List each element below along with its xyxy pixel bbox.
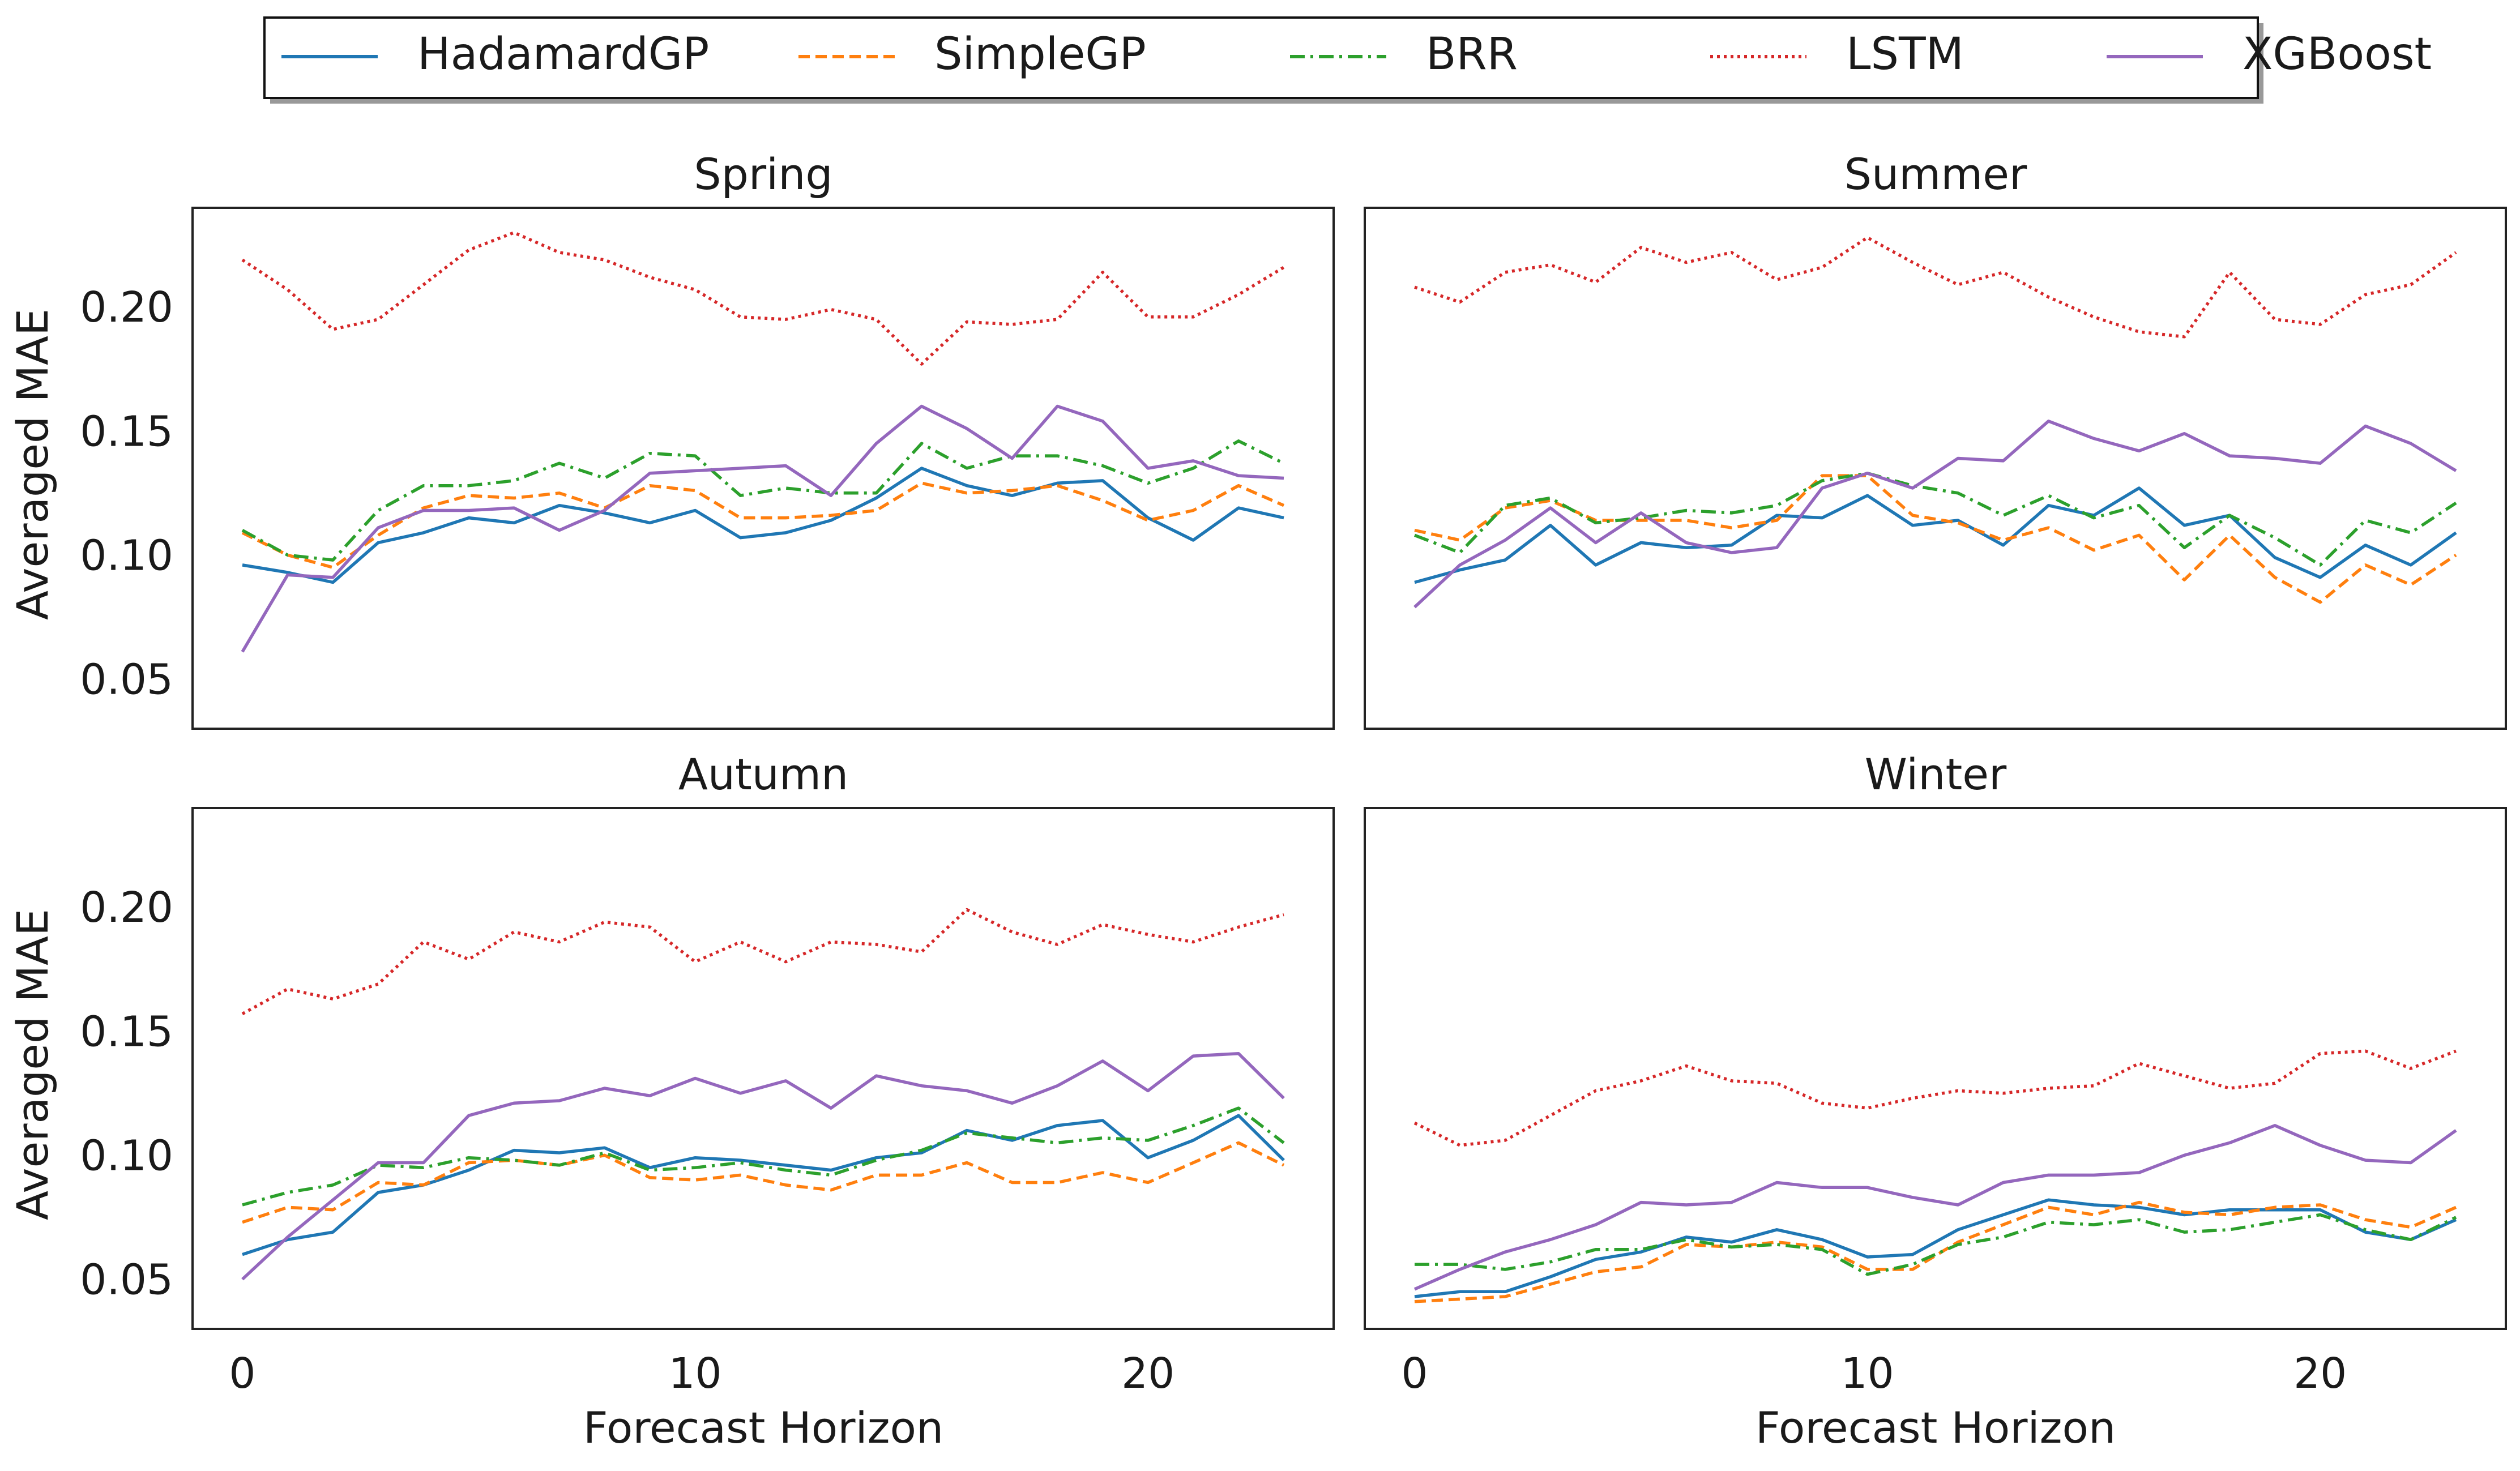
legend-label-simplegp: SimpleGP [934, 29, 1146, 80]
series-line-lstm [241, 908, 1284, 1016]
y-tick-label: 0.10 [80, 531, 173, 580]
legend-label-brr: BRR [1426, 29, 1518, 80]
series-line-simplegp [1414, 1200, 2457, 1303]
series-line-hadamardgp [1414, 486, 2457, 584]
y-tick-label: 0.15 [80, 1007, 173, 1056]
series-line-lstm [1414, 236, 2457, 339]
series-line-hadamardgp [242, 1114, 1285, 1256]
axes-frame [1364, 807, 2507, 1330]
legend-label-xgboost: XGBoost [2243, 29, 2432, 80]
series-line-hadamardgp [1414, 1198, 2457, 1298]
series-line-xgboost [241, 1051, 1285, 1281]
series-line-brr [241, 439, 1285, 562]
x-tick-label: 10 [1840, 1349, 1894, 1398]
y-axis-label-top: Averaged MAE [7, 309, 58, 620]
x-tick-label: 0 [229, 1349, 255, 1398]
axes-frame [191, 807, 1335, 1330]
x-tick-label: 20 [2293, 1349, 2347, 1398]
series-line-brr [1414, 472, 2457, 567]
y-tick-label: 0.10 [80, 1131, 173, 1180]
series-line-brr [242, 1106, 1285, 1207]
y-tick-label: 0.20 [80, 283, 173, 332]
legend-label-lstm: LSTM [1846, 29, 1964, 80]
y-tick-label: 0.15 [80, 407, 173, 456]
axes-frame [191, 207, 1335, 730]
subplot-summer: Summer [1364, 149, 2507, 730]
axes-frame [1364, 207, 2507, 730]
series-line-simplegp [242, 1141, 1285, 1224]
legend-frame [263, 16, 2259, 99]
legend-label-hadamardgp: HadamardGP [417, 29, 709, 80]
x-axis-label-left: Forecast Horizon [583, 1402, 943, 1453]
y-tick-label: 0.20 [80, 883, 173, 932]
subplot-title: Autumn [678, 749, 848, 799]
legend: HadamardGP SimpleGP BRR LSTM XGBoost [263, 16, 2432, 104]
subplot-winter: Winter 0 10 20 [1364, 749, 2507, 1398]
series-line-simplegp [1414, 474, 2457, 604]
series-line-xgboost [1413, 420, 2457, 609]
x-tick-label: 20 [1121, 1349, 1174, 1398]
subplot-spring: Spring 0.05 0.10 0.15 0.20 [80, 149, 1335, 730]
x-tick-label: 0 [1401, 1349, 1428, 1398]
x-axis-label-right: Forecast Horizon [1756, 1402, 2116, 1453]
series-line-brr [1415, 1213, 2457, 1276]
y-tick-label: 0.05 [80, 655, 173, 704]
series-line-lstm [1413, 1049, 2457, 1147]
y-tick-label: 0.05 [80, 1255, 173, 1304]
subplot-title: Winter [1865, 749, 2007, 799]
subplot-autumn: Autumn 0.05 0.10 0.15 0.20 0 10 20 [80, 749, 1335, 1398]
subplot-title: Summer [1844, 149, 2027, 199]
y-axis-label-bottom: Averaged MAE [7, 909, 58, 1220]
subplot-title: Spring [694, 149, 832, 199]
series-line-hadamardgp [242, 467, 1284, 584]
x-tick-label: 10 [668, 1349, 721, 1398]
series-line-xgboost [1413, 1124, 2457, 1291]
series-line-xgboost [241, 404, 1284, 653]
